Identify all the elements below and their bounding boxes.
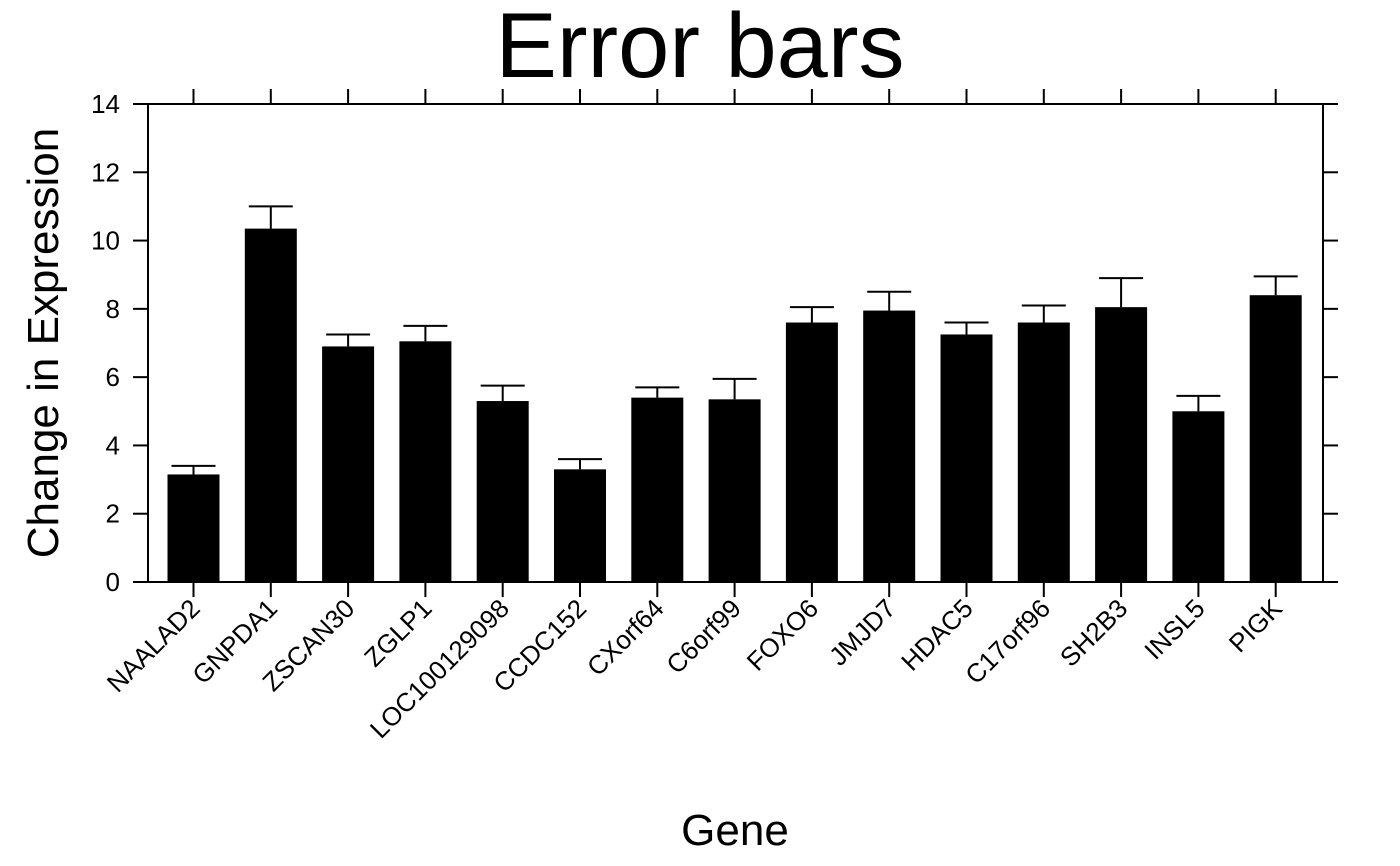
error-bar — [1099, 277, 1144, 308]
y-tick-label: 12 — [91, 157, 120, 187]
bar — [554, 469, 606, 582]
bars-layer — [167, 228, 1302, 582]
bar — [1249, 295, 1302, 582]
y-tick-label: 14 — [91, 89, 120, 119]
error-bar — [403, 324, 448, 342]
error-bar — [480, 384, 525, 402]
error-bar — [1021, 304, 1066, 323]
y-tick-label: 4 — [106, 430, 120, 460]
bar — [399, 341, 452, 582]
y-tick-label: 10 — [91, 226, 120, 256]
error-bar — [944, 321, 989, 335]
bar — [167, 474, 220, 582]
chart-title: Error bars — [496, 0, 905, 97]
bar — [476, 401, 529, 582]
x-tick-label: C17orf96 — [959, 593, 1056, 690]
x-tick-label: JMJD7 — [823, 593, 901, 671]
error-bar — [171, 464, 216, 475]
x-tick-label: FOXO6 — [741, 593, 825, 677]
error-bar — [635, 386, 680, 398]
bar — [940, 334, 993, 582]
bar — [785, 322, 838, 582]
y-tick-label: 8 — [106, 294, 120, 324]
x-tick-label: INSL5 — [1138, 593, 1210, 665]
x-tick-label: LOC100129098 — [364, 593, 515, 744]
y-axis: 0 2 4 6 8 10 12 14 — [91, 89, 1338, 597]
error-bar — [558, 458, 602, 470]
x-tick-label: NAALAD2 — [101, 593, 206, 698]
error-bar — [867, 290, 912, 311]
error-bar — [789, 306, 834, 323]
error-bars-layer — [171, 205, 1298, 475]
bar — [1172, 411, 1225, 582]
bar — [1017, 322, 1070, 582]
x-tick-label: PIGK — [1223, 593, 1289, 659]
x-tick-label: SH2B3 — [1054, 593, 1133, 672]
bar — [1095, 307, 1148, 582]
y-tick-label: 0 — [106, 567, 120, 597]
error-bar — [248, 205, 293, 229]
error-bar — [1176, 394, 1221, 412]
bar — [322, 346, 375, 582]
bar — [863, 310, 916, 582]
x-tick-label: CXorf64 — [581, 593, 670, 682]
error-bar — [1253, 275, 1298, 296]
bar — [244, 228, 297, 582]
y-axis-title: Change in Expression — [19, 128, 68, 558]
bar — [631, 397, 684, 582]
y-tick-label: 2 — [106, 499, 120, 529]
error-bar — [712, 377, 757, 400]
x-axis-title: Gene — [681, 806, 789, 855]
y-tick-label: 6 — [106, 362, 120, 392]
bar — [708, 399, 761, 582]
error-bar — [326, 333, 371, 347]
x-tick-label: C6orf99 — [660, 593, 747, 680]
